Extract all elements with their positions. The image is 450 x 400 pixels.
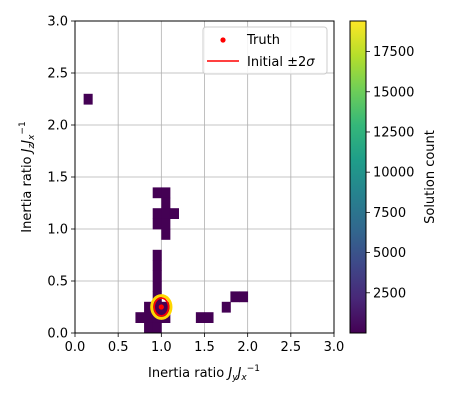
x-tick-label: 1.0 xyxy=(151,340,172,355)
x-tick-label: 3.0 xyxy=(324,340,345,355)
heatmap-cell xyxy=(161,218,171,230)
heatmap-cell xyxy=(161,208,171,219)
colorbar-tick-label: 7500 xyxy=(373,206,406,221)
heatmap-cell xyxy=(152,218,162,230)
y-ticks: 0.0 0.5 1.0 1.5 2.0 2.5 3.0 xyxy=(47,15,75,342)
heatmap-cell xyxy=(239,291,249,303)
initial-2sigma-ellipse xyxy=(153,297,170,317)
x-tick-label: 2.5 xyxy=(280,340,301,355)
heatmap-cell xyxy=(204,312,214,323)
colorbar-label: Solution count xyxy=(423,130,438,224)
y-tick-label: 1.5 xyxy=(47,171,68,186)
heatmap-cell xyxy=(152,322,162,333)
heatmap-cell xyxy=(152,281,162,292)
legend-box xyxy=(202,26,328,75)
heatmap-cell xyxy=(161,197,171,209)
heatmap-cell xyxy=(135,312,145,323)
y-tick-label: 0.0 xyxy=(47,327,68,342)
y-tick-label: 1.0 xyxy=(47,223,68,238)
heatmap-cell xyxy=(161,229,171,240)
legend-truth-marker xyxy=(220,37,226,43)
y-tick-label: 0.5 xyxy=(47,275,68,290)
colorbar-frame xyxy=(349,20,367,334)
heatmap-cell xyxy=(152,187,162,199)
y-tick-label: 2.0 xyxy=(47,119,68,134)
heatmap-cell xyxy=(144,322,154,333)
x-tick-label: 0.0 xyxy=(65,340,86,355)
heatmap-cell xyxy=(152,249,162,261)
heatmap-cell xyxy=(152,208,162,219)
markers xyxy=(150,294,173,320)
heatmap-cell xyxy=(144,301,154,313)
heatmap-cell xyxy=(83,93,93,105)
colorbar xyxy=(350,21,366,333)
y-axis-label: Inertia ratio JzJx−1 xyxy=(18,121,37,232)
y-tick-label: 2.5 xyxy=(47,67,68,82)
colorbar-tick-label: 10000 xyxy=(373,166,414,181)
colorbar-ticks: 2500 5000 7500 10000 12500 15000 17500 xyxy=(366,45,414,301)
heatmap-cell xyxy=(144,312,154,323)
y-tick-label: 3.0 xyxy=(47,15,68,30)
heatmap-cell xyxy=(152,270,162,282)
heatmap-cell xyxy=(195,312,205,323)
colorbar-tick-label: 15000 xyxy=(373,85,414,100)
colorbar-tick-label: 5000 xyxy=(373,246,406,261)
heatmap-cell xyxy=(169,208,179,219)
legend-truth-label: Truth xyxy=(246,33,280,48)
heatmap-cell xyxy=(230,291,240,303)
heatmap-cell xyxy=(161,187,171,199)
x-tick-label: 2.0 xyxy=(237,340,258,355)
x-tick-label: 1.5 xyxy=(194,340,215,355)
heatmap-cell xyxy=(221,301,231,313)
legend-initial-label: Initial ±2σ xyxy=(247,55,315,70)
x-ticks: 0.0 0.5 1.0 1.5 2.0 2.5 3.0 xyxy=(65,333,345,355)
legend: Truth Initial ±2σ xyxy=(202,26,328,75)
truth-point xyxy=(158,304,164,310)
heatmap-cell xyxy=(152,260,162,271)
highlight-ring xyxy=(150,294,173,320)
colorbar-tick-label: 2500 xyxy=(373,286,406,301)
heatmap-cell xyxy=(161,301,171,313)
heatmap-cell xyxy=(152,301,162,313)
colorbar-tick-label: 12500 xyxy=(373,125,414,140)
x-tick-label: 0.5 xyxy=(108,340,129,355)
colorbar-tick-label: 17500 xyxy=(373,45,414,60)
x-axis-label: Inertia ratio JyJx−1 xyxy=(148,364,260,383)
